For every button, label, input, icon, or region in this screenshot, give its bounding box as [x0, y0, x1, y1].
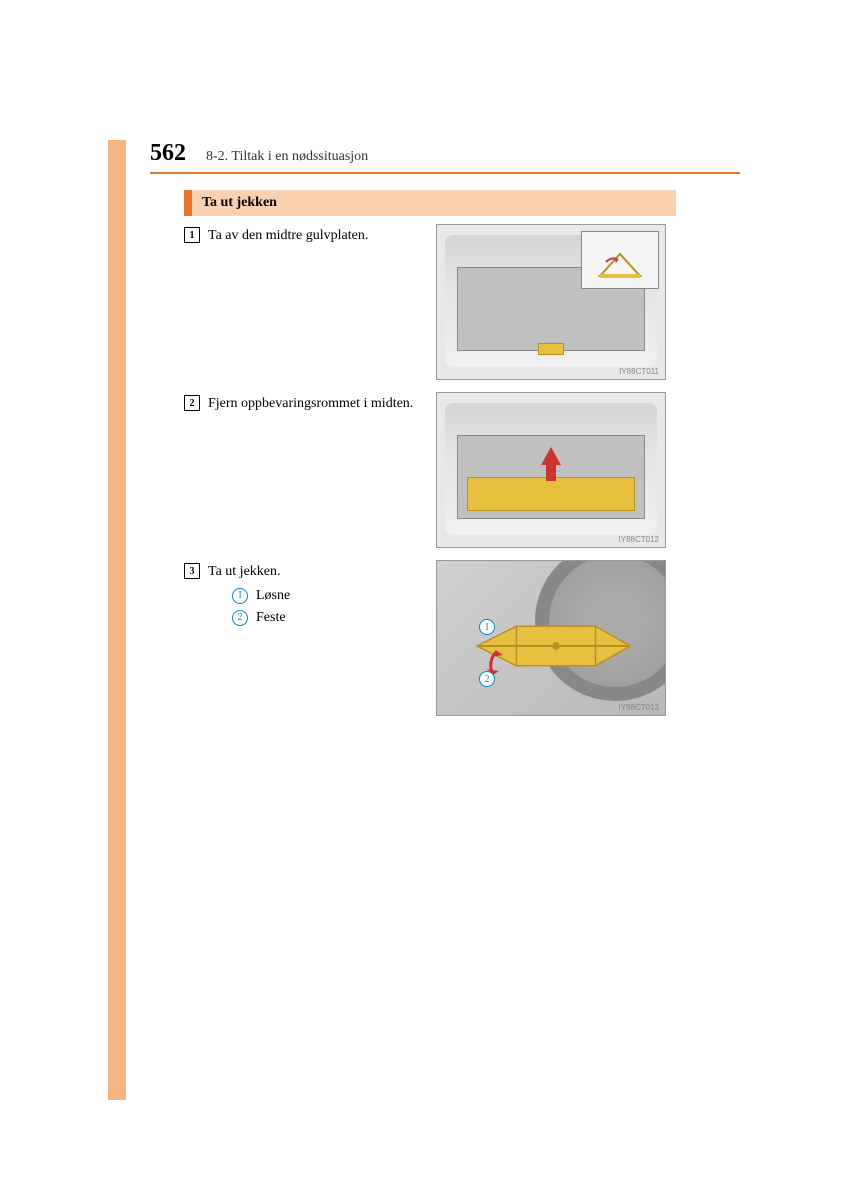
step-number-box: 2: [184, 395, 200, 411]
heading-text: Ta ut jekken: [202, 195, 277, 211]
step-text: Ta ut jekken.: [208, 562, 290, 582]
side-accent-bar: [108, 140, 126, 1100]
step-illustration: IY88CT011: [436, 224, 666, 380]
step-number-box: 1: [184, 227, 200, 243]
circled-number-icon: 2: [232, 610, 248, 626]
heading-background: Ta ut jekken: [192, 190, 676, 216]
inset-detail-icon: [581, 231, 659, 289]
section-label: 8-2. Tiltak i en nødssituasjon: [206, 149, 368, 165]
step-number-box: 3: [184, 563, 200, 579]
sub-step-item: 2 Feste: [232, 610, 290, 626]
arrow-stem-icon: [546, 463, 556, 481]
sub-step-text: Feste: [256, 610, 286, 626]
header-underline: [150, 172, 740, 174]
image-code: IY88CT011: [619, 367, 659, 376]
image-code: IY88CT012: [619, 535, 659, 544]
storage-tray-icon: [467, 477, 635, 511]
sub-step-list: 1 Løsne 2 Feste: [232, 588, 290, 626]
step-text: Fjern oppbevaringsrommet i midten.: [208, 394, 413, 414]
step-row: 3 Ta ut jekken. 1 Løsne 2 Feste: [184, 560, 740, 716]
sub-step-item: 1 Løsne: [232, 588, 290, 604]
step-illustration: 1 2 IY88CT013: [436, 560, 666, 716]
callout-number-1-icon: 1: [479, 619, 495, 635]
step-row: 2 Fjern oppbevaringsrommet i midten. IY8…: [184, 392, 740, 548]
step-text-column: 1 Ta av den midtre gulvplaten.: [184, 224, 436, 246]
jack-inset-icon: [596, 250, 644, 278]
page-header: 562 8-2. Tiltak i en nødssituasjon: [150, 140, 740, 167]
steps-list: 1 Ta av den midtre gulvplaten. IY88CT011…: [184, 224, 740, 728]
sub-step-text: Løsne: [256, 588, 290, 604]
step-text-column: 2 Fjern oppbevaringsrommet i midten.: [184, 392, 436, 414]
step-text: Ta av den midtre gulvplaten.: [208, 226, 368, 246]
circled-number-icon: 1: [232, 588, 248, 604]
floor-handle-icon: [538, 343, 564, 355]
heading-accent: [184, 190, 192, 216]
step-illustration: IY88CT012: [436, 392, 666, 548]
step-row: 1 Ta av den midtre gulvplaten. IY88CT011: [184, 224, 740, 380]
section-heading: Ta ut jekken: [184, 190, 676, 216]
step-text-column: 3 Ta ut jekken. 1 Løsne 2 Feste: [184, 560, 436, 632]
callout-number-2-icon: 2: [479, 671, 495, 687]
page-number: 562: [150, 140, 186, 167]
image-code: IY88CT013: [619, 703, 659, 712]
